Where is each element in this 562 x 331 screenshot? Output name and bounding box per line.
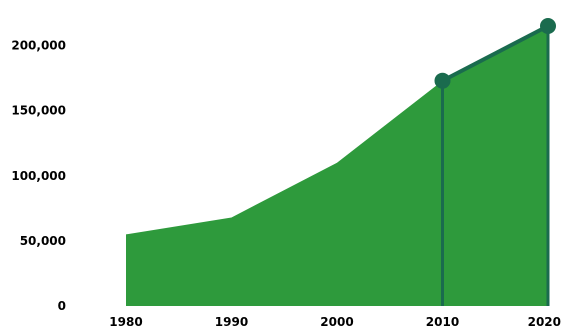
y-tick-label: 100,000: [11, 169, 66, 183]
highlight-segment: [441, 24, 549, 83]
highlight-markers: [434, 18, 556, 306]
y-tick-label: 0: [58, 299, 66, 313]
x-tick-label: 1980: [109, 315, 142, 329]
area-series: [126, 26, 548, 307]
y-tick-label: 200,000: [11, 39, 66, 53]
y-axis-tick-labels: 0 50,000 100,000 150,000 200,000: [11, 39, 66, 313]
highlight-point: [540, 18, 556, 35]
x-tick-label: 2010: [426, 315, 459, 329]
highlight-point: [434, 72, 451, 89]
x-tick-label: 2020: [528, 315, 561, 329]
y-tick-label: 150,000: [11, 104, 66, 118]
x-tick-label: 2000: [320, 315, 353, 329]
x-axis-tick-labels: 1980 1990 2000 2010 2020: [109, 315, 561, 329]
x-tick-label: 1990: [215, 315, 248, 329]
y-tick-label: 50,000: [20, 234, 66, 248]
